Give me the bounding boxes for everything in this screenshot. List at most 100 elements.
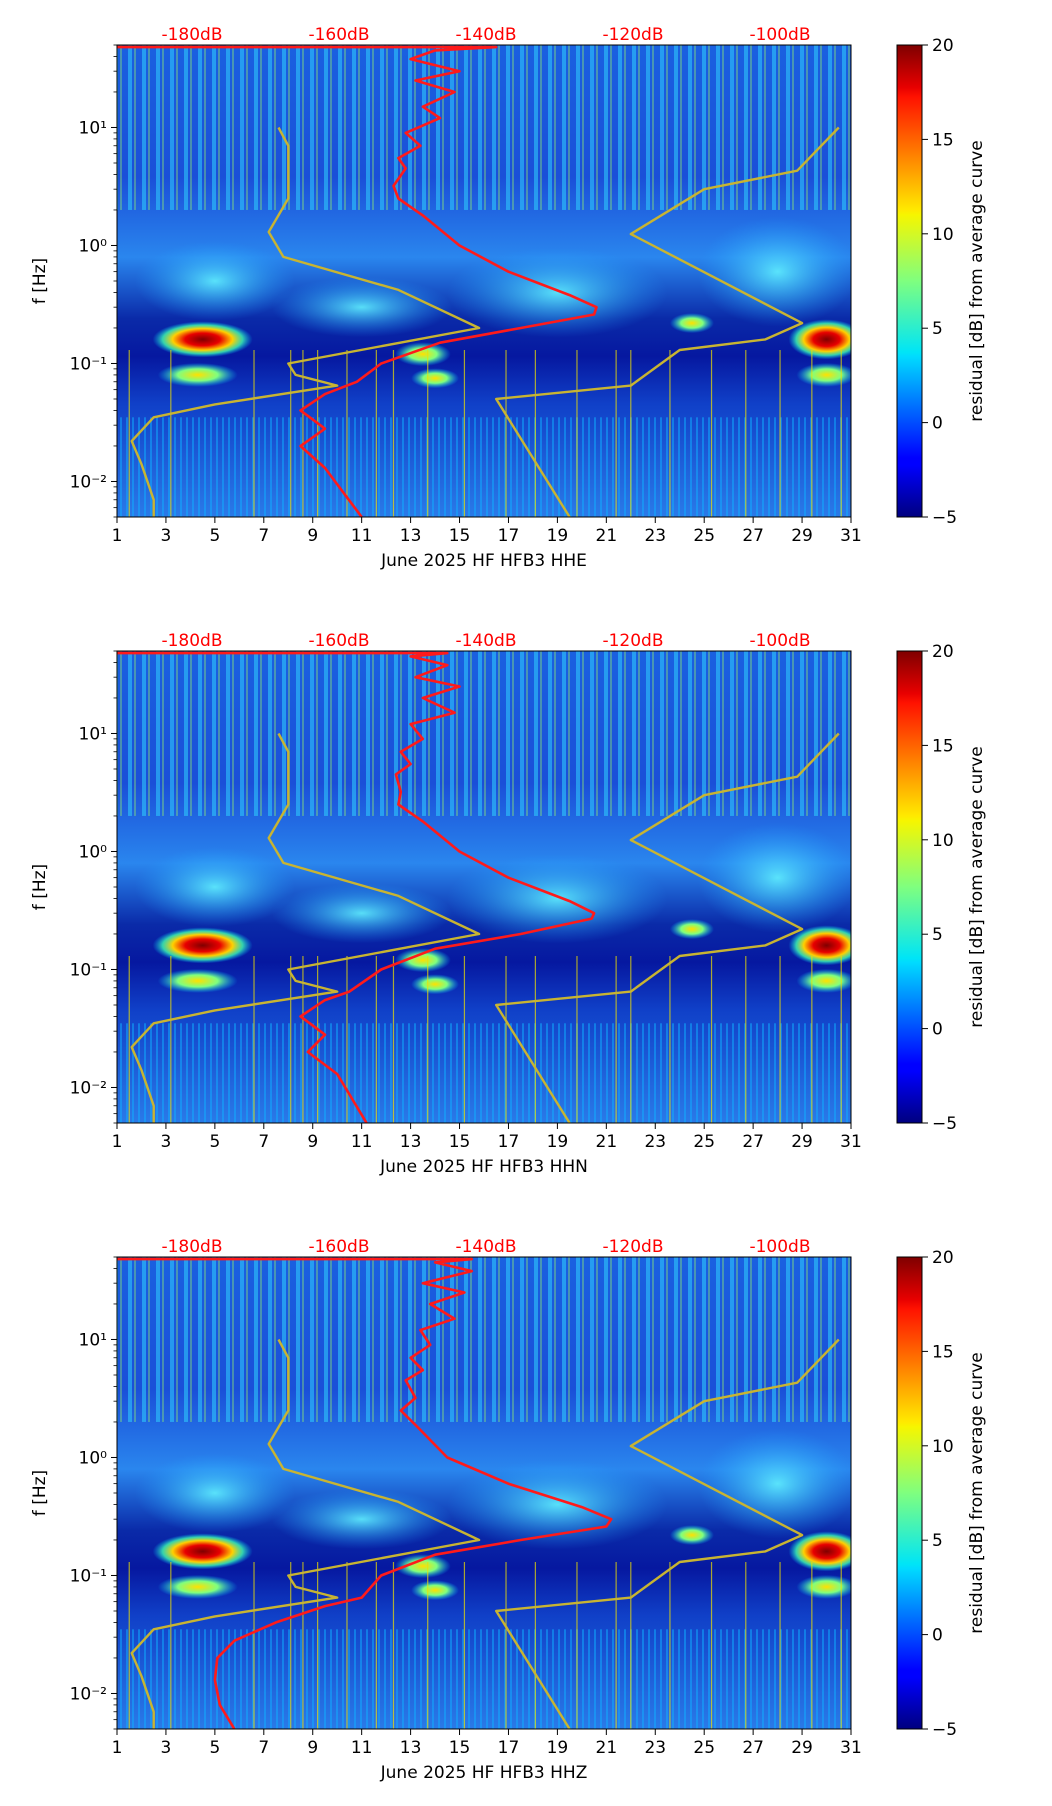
noise-model-curve — [130, 1338, 481, 1729]
microseism-glow — [447, 247, 668, 338]
lf-hatch-band — [117, 1629, 851, 1729]
db-scale-label: -140dB — [455, 1237, 516, 1257]
y-tick-label: 10⁰ — [79, 842, 108, 862]
x-tick-label: 13 — [400, 1132, 422, 1152]
storm-energy-blob — [157, 968, 238, 993]
storm-energy-blob — [157, 362, 238, 387]
heatmap-area — [117, 651, 851, 1123]
db-scale-label: -160dB — [308, 631, 369, 651]
y-tick-label: 10⁻¹ — [70, 354, 107, 374]
db-scale-label: -120dB — [602, 25, 663, 45]
y-tick-label: 10⁻¹ — [70, 1566, 107, 1586]
x-tick-label: 21 — [596, 1738, 618, 1758]
colorbar-label: residual [dB] from average curve — [967, 140, 987, 421]
y-axis-label: f [Hz] — [30, 864, 50, 910]
y-tick-label: 10⁻² — [70, 1684, 107, 1704]
x-tick-label: 29 — [791, 526, 813, 546]
microseism-glow — [271, 1489, 452, 1550]
colorbar-tick-label: −5 — [932, 1114, 957, 1134]
hf-stripe-band — [117, 1257, 851, 1422]
microseism-glow — [697, 1428, 851, 1539]
x-tick-label: 9 — [307, 1738, 318, 1758]
noise-model-curve — [495, 126, 840, 517]
noise-model-curve — [130, 126, 481, 517]
storm-energy-blob — [411, 974, 460, 995]
x-tick-label: 31 — [840, 1738, 862, 1758]
x-tick-label: 1 — [112, 1738, 123, 1758]
storm-energy-blob — [788, 319, 851, 360]
x-axis-label: June 2025 HF HFB3 HHZ — [380, 1763, 588, 1783]
colorbar-tick-label: 15 — [932, 1342, 954, 1362]
storm-energy-blob — [411, 1580, 460, 1601]
x-tick-label: 21 — [596, 1132, 618, 1152]
x-tick-label: 29 — [791, 1738, 813, 1758]
lf-hatch-band — [117, 1023, 851, 1123]
x-tick-label: 19 — [547, 1738, 569, 1758]
spectrogram-panel-hhz: 1 3 5 7 9 11 13 15 17 19 21 23 25 27 29 3110⁻²10⁻¹10⁰10… — [30, 1237, 987, 1783]
microseism-glow — [271, 277, 452, 338]
db-scale-label: -100dB — [749, 631, 810, 651]
y-axis-label: f [Hz] — [30, 1470, 50, 1516]
colorbar-tick-label: 0 — [932, 1626, 943, 1646]
microseism-glow — [271, 883, 452, 944]
db-scale-label: -180dB — [161, 1237, 222, 1257]
colorbar-scale — [896, 650, 923, 1124]
y-tick-label: 10⁰ — [79, 1448, 108, 1468]
microseism-glow — [447, 853, 668, 944]
storm-energy-blob — [796, 362, 851, 387]
db-scale-label: -140dB — [455, 25, 516, 45]
storm-energy-blob — [394, 342, 451, 367]
x-tick-label: 21 — [596, 526, 618, 546]
noise-model-curve — [495, 732, 840, 1123]
y-tick-label: 10⁻² — [70, 472, 107, 492]
microseism-glow — [697, 822, 851, 933]
storm-energy-blob — [157, 1574, 238, 1599]
x-tick-label: 23 — [644, 1738, 666, 1758]
x-tick-label: 17 — [498, 1738, 520, 1758]
y-tick-label: 10⁰ — [79, 236, 108, 256]
colorbar-tick-label: 15 — [932, 130, 954, 150]
x-tick-label: 17 — [498, 526, 520, 546]
x-tick-label: 13 — [400, 526, 422, 546]
x-axis-label: June 2025 HF HFB3 HHN — [379, 1157, 588, 1177]
heatmap-area — [117, 45, 851, 517]
x-tick-label: 13 — [400, 1738, 422, 1758]
db-scale-label: -120dB — [602, 631, 663, 651]
storm-energy-blob — [669, 313, 714, 334]
x-tick-label: 5 — [209, 526, 220, 546]
colorbar-label: residual [dB] from average curve — [967, 1352, 987, 1633]
y-tick-label: 10¹ — [79, 118, 107, 138]
microseism-glow — [134, 847, 295, 927]
x-tick-label: 9 — [307, 1132, 318, 1152]
lf-hatch-band — [117, 417, 851, 517]
storm-energy-blob — [152, 927, 253, 964]
colorbar-tick-label: 10 — [932, 225, 954, 245]
spectrogram-panel-hhn: 1 3 5 7 9 11 13 15 17 19 21 23 25 27 29 3110⁻²10⁻¹10⁰10… — [30, 631, 987, 1177]
colorbar-tick-label: −5 — [932, 1720, 957, 1740]
db-scale-label: -160dB — [308, 1237, 369, 1257]
x-tick-label: 17 — [498, 1132, 520, 1152]
x-tick-label: 11 — [351, 1738, 373, 1758]
y-tick-label: 10¹ — [79, 724, 107, 744]
y-axis-label: f [Hz] — [30, 258, 50, 304]
microseism-glow — [134, 241, 295, 321]
y-tick-label: 10⁻¹ — [70, 960, 107, 980]
db-scale-label: -180dB — [161, 631, 222, 651]
colorbar-tick-label: 20 — [932, 1248, 954, 1268]
storm-energy-blob — [796, 1574, 851, 1599]
hf-stripe-band — [117, 651, 851, 816]
colorbar-tick-label: 5 — [932, 319, 943, 339]
colorbar: −5 0 5 10 15 20 residual [dB] from average cur… — [896, 642, 987, 1134]
average-psd-curve — [117, 45, 598, 517]
colorbar-tick-label: 5 — [932, 1531, 943, 1551]
colorbar-scale — [896, 1256, 923, 1730]
x-tick-label: 1 — [112, 1132, 123, 1152]
microseism-glow — [697, 216, 851, 327]
storm-energy-blob — [669, 919, 714, 940]
x-tick-label: 25 — [693, 1132, 715, 1152]
colorbar: −5 0 5 10 15 20 residual [dB] from average cur… — [896, 1248, 987, 1740]
db-scale-label: -120dB — [602, 1237, 663, 1257]
x-tick-label: 7 — [258, 1738, 269, 1758]
storm-energy-blob — [796, 968, 851, 993]
